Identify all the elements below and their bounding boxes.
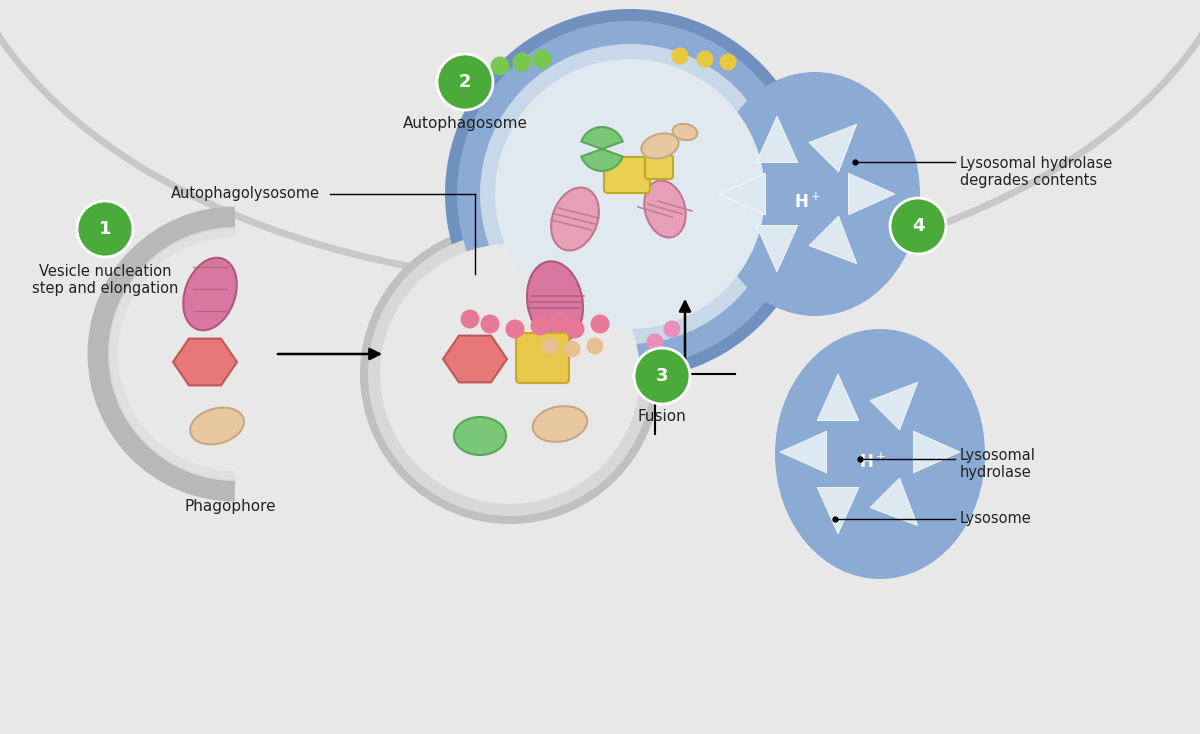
Text: 2: 2 [458,73,472,91]
Circle shape [368,232,652,516]
Polygon shape [719,173,766,215]
Text: Autophagolysosome: Autophagolysosome [172,186,320,202]
Text: Lysosomal
hydrolase: Lysosomal hydrolase [960,448,1036,480]
Polygon shape [809,124,857,172]
Text: H$^+$: H$^+$ [793,192,821,211]
Circle shape [541,338,558,355]
Circle shape [565,319,584,338]
Circle shape [505,319,524,338]
Wedge shape [118,237,235,471]
Polygon shape [817,487,859,534]
Text: Vesicle nucleation
step and elongation: Vesicle nucleation step and elongation [32,264,178,297]
Circle shape [491,57,510,76]
Circle shape [890,198,946,254]
Circle shape [496,59,766,329]
Polygon shape [173,338,238,385]
Ellipse shape [533,406,587,442]
Circle shape [480,44,780,344]
Circle shape [480,314,499,333]
Ellipse shape [184,258,236,330]
Circle shape [77,201,133,257]
Circle shape [564,341,581,357]
Text: Fusion: Fusion [637,409,686,424]
Polygon shape [870,478,918,526]
Circle shape [437,54,493,110]
Polygon shape [870,382,918,430]
FancyBboxPatch shape [604,157,650,193]
Circle shape [696,51,714,68]
Ellipse shape [644,181,685,238]
Wedge shape [581,127,623,149]
Circle shape [634,348,690,404]
Circle shape [530,316,550,335]
Circle shape [445,9,815,379]
Circle shape [533,49,552,68]
Text: 1: 1 [98,220,112,238]
Text: Lysosomal hydrolase
degrades contents: Lysosomal hydrolase degrades contents [960,156,1112,188]
Circle shape [587,338,604,355]
Circle shape [512,53,532,71]
Circle shape [590,314,610,333]
Wedge shape [581,149,623,171]
Polygon shape [780,431,827,473]
Ellipse shape [454,417,506,455]
Circle shape [647,333,664,351]
Text: Autophagosome: Autophagosome [402,116,528,131]
Circle shape [551,313,570,332]
Wedge shape [108,227,235,481]
Polygon shape [756,225,798,272]
Ellipse shape [527,261,583,343]
FancyBboxPatch shape [516,333,569,383]
Ellipse shape [673,124,697,140]
Text: H$^+$: H$^+$ [858,452,886,472]
Circle shape [664,321,680,338]
Text: Lysosome: Lysosome [960,512,1032,526]
Ellipse shape [775,329,985,579]
FancyBboxPatch shape [646,155,673,179]
Text: 4: 4 [912,217,924,235]
Circle shape [461,310,480,329]
Ellipse shape [190,407,244,444]
Circle shape [720,54,737,70]
Circle shape [380,244,640,504]
Ellipse shape [710,72,920,316]
Polygon shape [817,374,859,421]
Text: 3: 3 [655,367,668,385]
Ellipse shape [641,134,679,159]
Polygon shape [913,431,960,473]
Circle shape [457,21,803,367]
Polygon shape [809,216,857,264]
Ellipse shape [551,187,599,250]
Circle shape [672,48,689,65]
Polygon shape [848,173,895,215]
Polygon shape [756,116,798,163]
Text: Phagophore: Phagophore [184,499,276,514]
Polygon shape [443,335,508,382]
Circle shape [360,224,660,524]
